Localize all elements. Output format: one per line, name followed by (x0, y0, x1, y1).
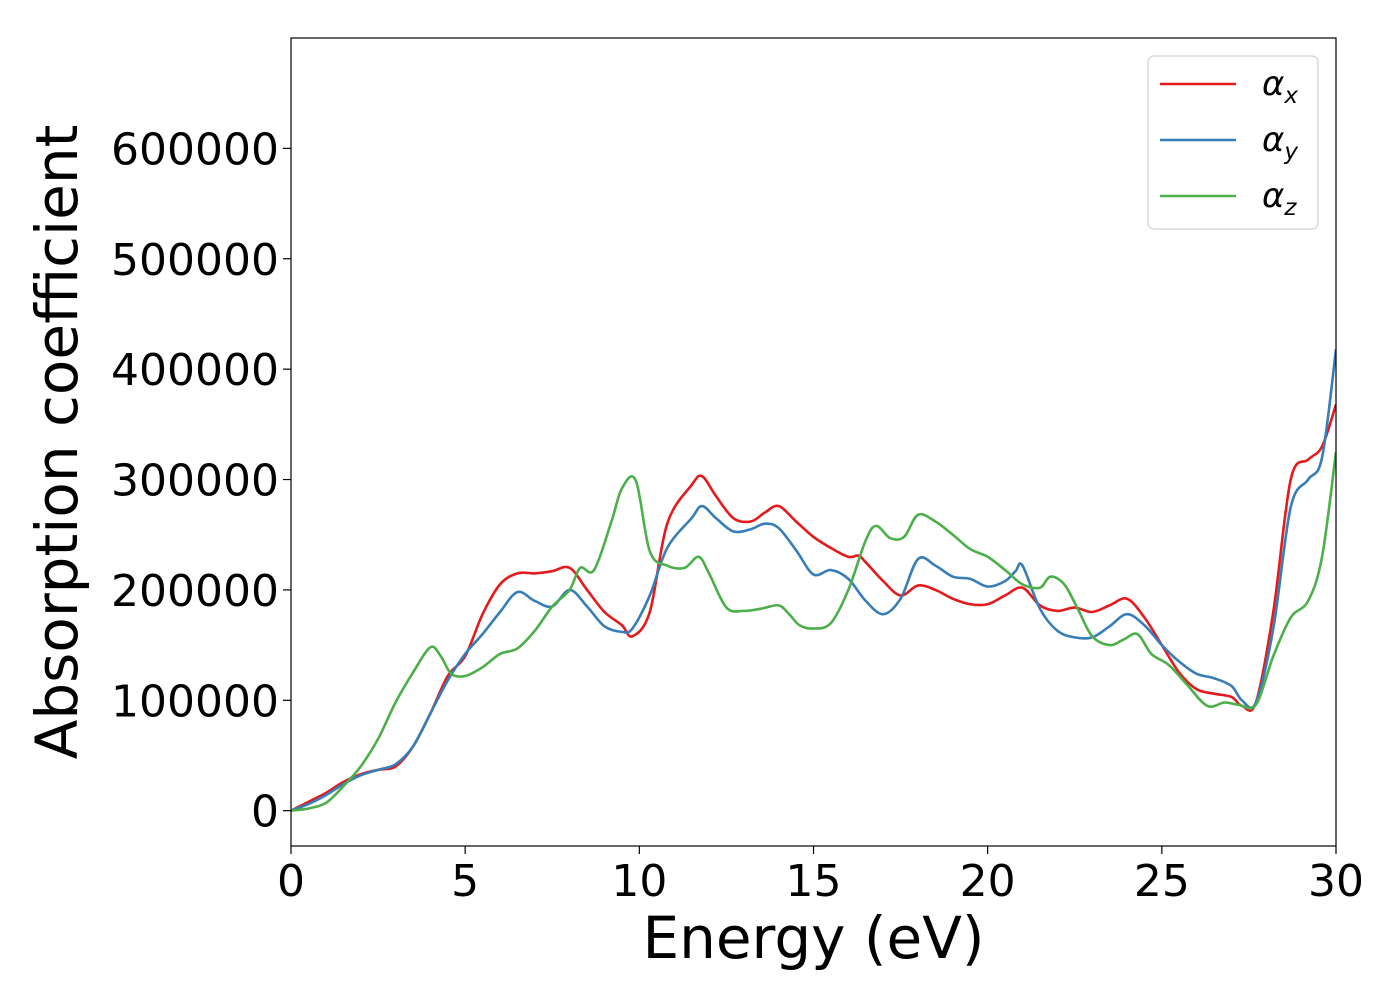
y-tick-label: 200000 (111, 566, 279, 617)
y-tick-label: 500000 (111, 235, 279, 286)
series-line-y (291, 349, 1336, 812)
x-axis-ticks: 0 5 10 15 20 25 30 (277, 846, 1364, 907)
x-axis-title: Energy (eV) (642, 904, 984, 972)
y-tick-label: 0 (251, 787, 279, 838)
x-tick-label: 10 (611, 856, 667, 907)
series-line-x (291, 404, 1336, 812)
legend: αx αy αz (1147, 55, 1319, 230)
x-tick-label: 0 (277, 856, 305, 907)
y-tick-label: 400000 (111, 345, 279, 396)
legend-label-y: αy (1262, 120, 1298, 165)
y-tick-label: 300000 (111, 456, 279, 507)
y-tick-label: 600000 (111, 124, 279, 175)
legend-label-x: αx (1262, 64, 1298, 109)
y-tick-label: 100000 (111, 676, 279, 727)
legend-label-z: αz (1262, 176, 1297, 221)
series-line-z (291, 451, 1336, 812)
y-axis-title: Absorption coefficient (23, 125, 91, 760)
y-axis-ticks: 0 100000 200000 300000 400000 500000 600000 (111, 124, 291, 838)
x-tick-label: 30 (1308, 856, 1364, 907)
x-tick-label: 20 (960, 856, 1016, 907)
x-tick-label: 15 (786, 856, 842, 907)
x-tick-label: 5 (451, 856, 479, 907)
x-tick-label: 25 (1134, 856, 1190, 907)
legend-box (1147, 55, 1319, 230)
series-layer (291, 349, 1336, 812)
